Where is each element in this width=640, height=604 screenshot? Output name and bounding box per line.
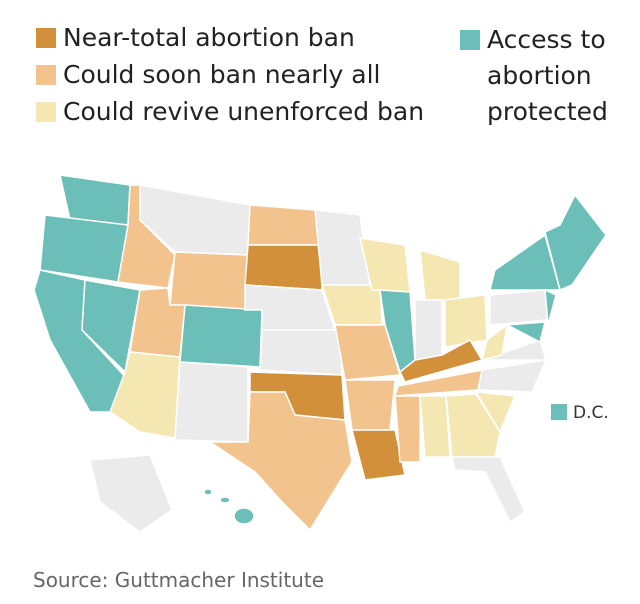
dc-label: D.C.	[573, 403, 609, 423]
state	[489, 289, 549, 326]
state	[207, 391, 353, 532]
legend-label: Could revive unenforced ban	[63, 97, 425, 126]
state	[334, 324, 401, 381]
state	[544, 193, 607, 292]
state	[444, 294, 488, 348]
state	[344, 379, 396, 431]
legend-swatch	[36, 65, 56, 85]
state	[504, 321, 546, 344]
state	[169, 251, 249, 311]
state	[414, 299, 443, 361]
state	[394, 395, 421, 463]
dc-marker	[551, 404, 567, 420]
legend-label: Access to abortion protected	[487, 25, 608, 126]
state	[399, 339, 484, 383]
state	[203, 488, 213, 496]
state	[445, 393, 501, 458]
legend-swatch	[36, 102, 56, 122]
state	[109, 351, 181, 439]
state	[247, 204, 321, 246]
state	[174, 361, 249, 443]
state	[244, 244, 323, 291]
state	[259, 329, 343, 376]
legend-item: Access to abortion protected	[460, 22, 625, 130]
legend-item: Near-total abortion ban	[36, 20, 355, 56]
state	[89, 454, 173, 533]
state	[474, 391, 517, 434]
state	[480, 323, 509, 362]
us-map: D.C.	[33, 174, 609, 533]
state	[544, 288, 557, 326]
legend-label: Could soon ban nearly all	[63, 60, 381, 89]
state	[419, 248, 461, 301]
state	[451, 456, 526, 524]
state	[477, 359, 548, 393]
legend-item: Could revive unenforced ban	[36, 94, 424, 130]
legend-item: Could soon ban nearly all	[36, 57, 380, 93]
legend-swatch	[460, 30, 480, 50]
state	[219, 496, 231, 504]
source: Source: Guttmacher Institute	[33, 568, 324, 592]
legend-label: Near-total abortion ban	[63, 23, 355, 52]
state	[351, 429, 406, 481]
state	[233, 507, 255, 525]
legend-swatch	[36, 28, 56, 48]
state	[179, 304, 263, 368]
state	[419, 395, 451, 458]
state	[39, 214, 129, 283]
